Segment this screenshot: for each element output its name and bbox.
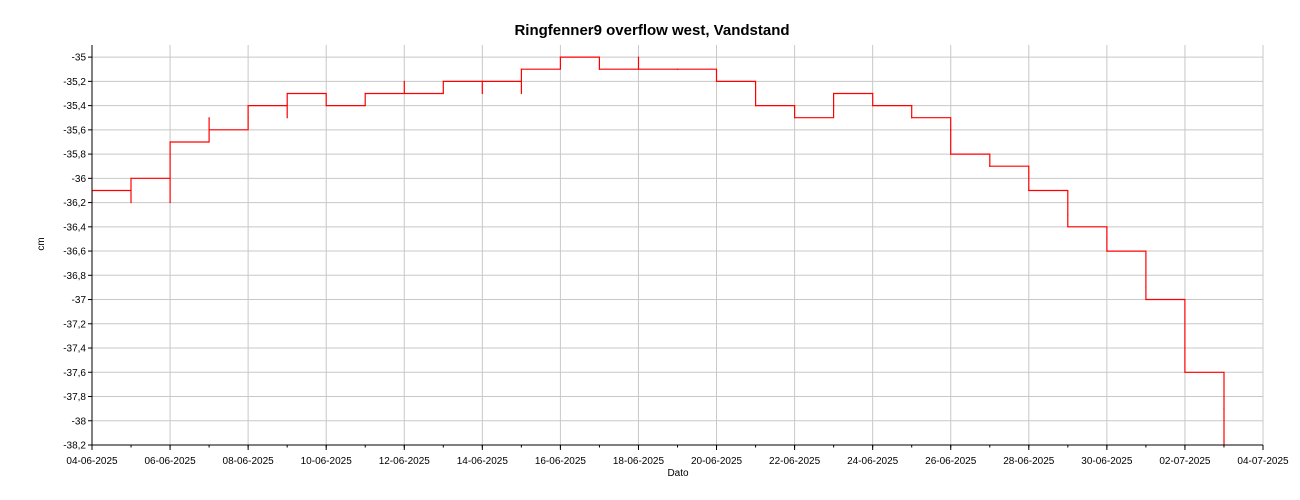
data-point xyxy=(950,129,952,131)
y-tick-label: -35 xyxy=(72,53,87,64)
data-point xyxy=(520,92,522,95)
data-point xyxy=(1067,214,1069,216)
data-point xyxy=(833,105,835,107)
y-tick-label: -36,2 xyxy=(63,198,86,209)
y-tick-label: -35,6 xyxy=(63,125,86,136)
y-tick-label: -37 xyxy=(72,295,87,306)
x-tick-label: 04-06-2025 xyxy=(66,456,118,467)
data-point xyxy=(1067,226,1069,228)
data-point xyxy=(1145,286,1147,289)
data-point xyxy=(286,92,288,95)
gridlines xyxy=(91,45,1264,446)
data-point xyxy=(247,105,249,107)
y-axis-label: cm xyxy=(36,237,47,250)
data-point xyxy=(364,92,366,95)
data-point xyxy=(1145,298,1147,301)
y-tick-label: -37,8 xyxy=(63,392,86,403)
data-point xyxy=(169,141,171,143)
data-point xyxy=(130,177,132,179)
data-point xyxy=(1106,238,1108,240)
data-point xyxy=(442,80,444,82)
data-point xyxy=(637,68,640,70)
y-tick-label: -37,2 xyxy=(63,319,86,330)
x-tick-label: 10-06-2025 xyxy=(301,456,353,467)
data-point xyxy=(598,56,601,58)
data-point xyxy=(872,92,874,95)
data-point xyxy=(364,105,366,107)
data-point xyxy=(794,105,796,107)
x-tick-label: 28-06-2025 xyxy=(1003,456,1055,467)
data-point xyxy=(559,56,562,58)
chart-title: Ringfenner9 overflow west, Vandstand xyxy=(514,22,789,39)
y-tick-label: -36,8 xyxy=(63,271,86,282)
data-point xyxy=(403,80,405,82)
data-point xyxy=(286,117,288,119)
x-tick-label: 20-06-2025 xyxy=(691,456,743,467)
x-tick-label: 06-06-2025 xyxy=(144,456,196,467)
y-tick-labels: -35 -35,2 -35,4 -35,6 -35,8 -36 -36,2 -36,4 -36,… xyxy=(63,53,86,452)
data-point xyxy=(833,92,835,95)
x-tick-label: 30-06-2025 xyxy=(1081,456,1133,467)
data-point xyxy=(247,117,249,119)
data-point xyxy=(325,105,327,107)
data-point xyxy=(950,153,952,155)
data-point xyxy=(1028,189,1030,192)
data-point xyxy=(872,105,874,107)
data-point xyxy=(754,105,757,107)
x-tick-label: 08-06-2025 xyxy=(223,456,275,467)
data-point xyxy=(286,105,288,107)
x-tick-label: 24-06-2025 xyxy=(847,456,899,467)
data-point xyxy=(1028,165,1030,167)
data-point xyxy=(130,201,132,204)
y-tick-label: -35,2 xyxy=(63,77,86,88)
y-tick-label: -36,4 xyxy=(63,222,86,233)
y-tick-label: -37,4 xyxy=(63,344,86,355)
y-tick-label: -36 xyxy=(72,174,87,185)
data-point xyxy=(442,92,444,95)
data-point xyxy=(130,189,132,192)
data-point xyxy=(676,68,679,70)
data-point xyxy=(1223,408,1225,410)
data-point xyxy=(169,201,171,204)
data-point xyxy=(989,165,991,167)
y-tick-label: -35,4 xyxy=(63,101,86,112)
y-tick-label: -38,2 xyxy=(63,441,86,452)
y-tick-label: -36,6 xyxy=(63,247,86,258)
y-tick-label: -37,6 xyxy=(63,368,86,379)
x-tick-label: 18-06-2025 xyxy=(613,456,665,467)
data-point xyxy=(520,68,522,70)
x-tick-label: 02-07-2025 xyxy=(1159,456,1211,467)
data-point xyxy=(911,105,913,107)
x-tick-label: 26-06-2025 xyxy=(925,456,977,467)
data-point xyxy=(403,92,405,95)
data-point xyxy=(169,189,171,192)
y-tick-label: -38 xyxy=(72,416,87,427)
data-point xyxy=(481,92,483,95)
y-tick-label: -35,8 xyxy=(63,150,86,161)
x-tick-labels: 04-06-2025 06-06-2025 08-06-2025 10-06-2025… xyxy=(66,456,1289,467)
axes xyxy=(88,45,1264,450)
data-point xyxy=(481,80,483,82)
x-tick-label: 14-06-2025 xyxy=(457,456,509,467)
data-point xyxy=(911,117,913,119)
x-axis-label: Dato xyxy=(667,468,689,479)
x-tick-label: 22-06-2025 xyxy=(769,456,821,467)
data-point xyxy=(754,92,757,95)
data-point xyxy=(715,80,718,82)
x-tick-label: 04-07-2025 xyxy=(1237,456,1289,467)
x-tick-label: 12-06-2025 xyxy=(379,456,431,467)
data-point xyxy=(794,117,796,119)
series-layer xyxy=(92,56,1225,445)
data-point xyxy=(1106,250,1108,252)
data-point xyxy=(637,56,640,58)
series-line-0 xyxy=(92,56,1225,445)
data-point xyxy=(208,117,210,119)
data-point xyxy=(208,129,210,131)
x-tick-label: 16-06-2025 xyxy=(535,456,587,467)
data-point xyxy=(598,68,601,70)
data-point xyxy=(1184,371,1186,373)
data-point xyxy=(1184,347,1186,349)
